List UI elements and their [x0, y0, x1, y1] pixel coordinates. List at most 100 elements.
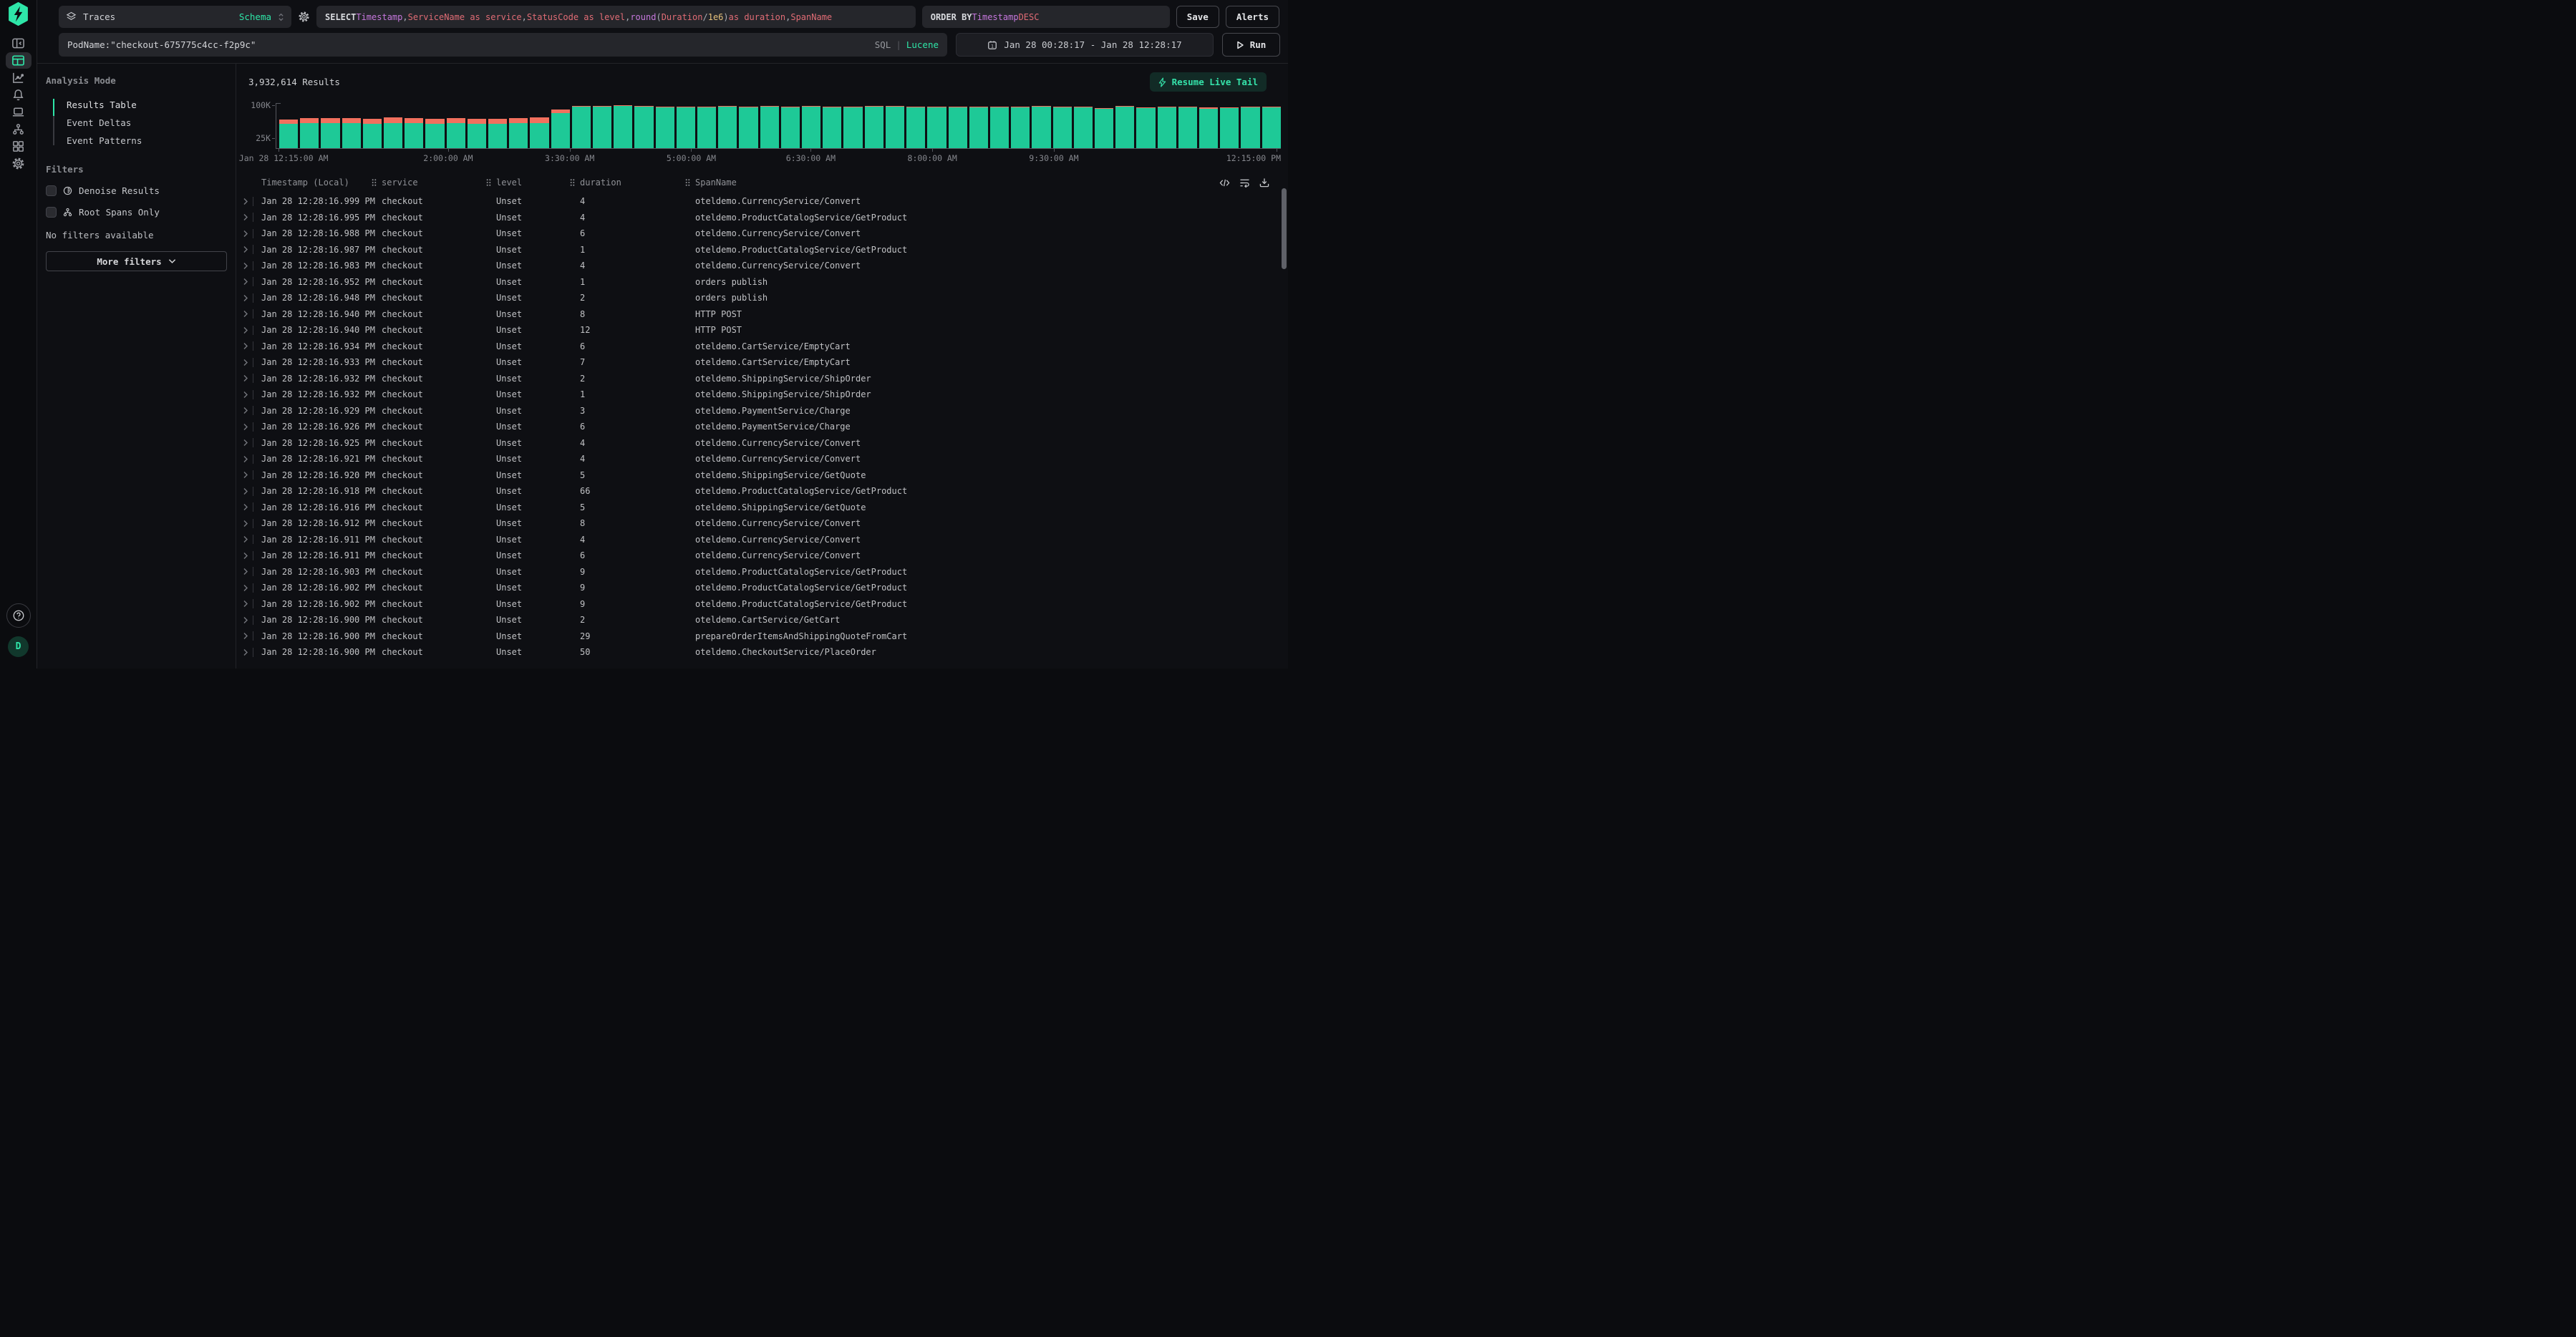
schema-link[interactable]: Schema	[239, 11, 271, 22]
expand-row-chevron-icon[interactable]	[243, 245, 248, 253]
histogram-bar[interactable]	[614, 105, 632, 148]
histogram-bar[interactable]	[279, 120, 298, 148]
table-row[interactable]: Jan 28 12:28:16.918 PM checkout Unset 66…	[236, 483, 1288, 500]
column-header-timestamp[interactable]: Timestamp (Local)	[261, 178, 382, 188]
column-header-duration[interactable]: duration	[580, 178, 695, 188]
histogram-bar[interactable]	[1199, 107, 1218, 148]
histogram-bar[interactable]	[593, 106, 611, 149]
expand-row-chevron-icon[interactable]	[243, 535, 248, 543]
expand-row-chevron-icon[interactable]	[243, 391, 248, 399]
root-spans-checkbox[interactable]	[46, 207, 57, 218]
resume-live-tail-button[interactable]: Resume Live Tail	[1150, 72, 1267, 92]
denoise-checkbox[interactable]	[46, 185, 57, 196]
drag-grip-icon[interactable]	[486, 179, 491, 187]
histogram-bar[interactable]	[488, 119, 507, 148]
histogram-bar[interactable]	[1136, 107, 1155, 148]
table-row[interactable]: Jan 28 12:28:16.900 PM checkout Unset 2 …	[236, 612, 1288, 628]
histogram-bar[interactable]	[551, 110, 570, 148]
expand-row-chevron-icon[interactable]	[243, 568, 248, 575]
histogram-bar[interactable]	[656, 107, 674, 148]
expand-row-chevron-icon[interactable]	[243, 342, 248, 350]
histogram-bar[interactable]	[468, 119, 486, 148]
histogram-bar[interactable]	[1011, 107, 1030, 148]
nav-dashboards-icon[interactable]	[6, 138, 32, 155]
histogram-bar[interactable]	[697, 107, 716, 148]
histogram-bar[interactable]	[1241, 107, 1259, 148]
analysis-mode-item[interactable]: Event Patterns	[53, 132, 227, 150]
nav-sessions-laptop-icon[interactable]	[6, 104, 32, 120]
denoise-results-checkbox-row[interactable]: Denoise Results	[46, 185, 227, 196]
source-settings-gear-icon[interactable]	[298, 11, 310, 23]
expand-row-chevron-icon[interactable]	[243, 374, 248, 382]
drag-grip-icon[interactable]	[685, 179, 690, 187]
table-row[interactable]: Jan 28 12:28:16.902 PM checkout Unset 9 …	[236, 580, 1288, 596]
view-source-code-icon[interactable]	[1219, 178, 1230, 188]
histogram-bar[interactable]	[718, 106, 737, 149]
histogram-bar[interactable]	[843, 107, 862, 148]
expand-row-chevron-icon[interactable]	[243, 326, 248, 334]
expand-row-chevron-icon[interactable]	[243, 213, 248, 221]
table-row[interactable]: Jan 28 12:28:16.911 PM checkout Unset 6 …	[236, 548, 1288, 564]
expand-row-chevron-icon[interactable]	[243, 552, 248, 560]
nav-settings-gear-icon[interactable]	[6, 155, 32, 172]
collapse-sidebar-icon[interactable]	[6, 35, 32, 52]
histogram-bar[interactable]	[1178, 107, 1197, 148]
histogram-bar[interactable]	[300, 118, 319, 148]
table-row[interactable]: Jan 28 12:28:16.987 PM checkout Unset 1 …	[236, 242, 1288, 258]
expand-row-chevron-icon[interactable]	[243, 294, 248, 302]
expand-row-chevron-icon[interactable]	[243, 487, 248, 495]
table-row[interactable]: Jan 28 12:28:16.916 PM checkout Unset 5 …	[236, 500, 1288, 516]
column-header-level[interactable]: level	[496, 178, 580, 188]
histogram-bar[interactable]	[781, 107, 800, 148]
histogram-bar[interactable]	[321, 118, 339, 148]
expand-row-chevron-icon[interactable]	[243, 230, 248, 238]
histogram-bar[interactable]	[572, 106, 591, 149]
more-filters-button[interactable]: More filters	[46, 251, 227, 271]
histogram-bar[interactable]	[1220, 107, 1239, 148]
histogram-bar[interactable]	[927, 107, 946, 148]
alerts-button[interactable]: Alerts	[1226, 6, 1279, 28]
table-row[interactable]: Jan 28 12:28:16.902 PM checkout Unset 9 …	[236, 596, 1288, 613]
table-row[interactable]: Jan 28 12:28:16.903 PM checkout Unset 9 …	[236, 564, 1288, 580]
histogram-bar[interactable]	[1262, 107, 1281, 148]
expand-row-chevron-icon[interactable]	[243, 600, 248, 608]
expand-row-chevron-icon[interactable]	[243, 423, 248, 431]
table-row[interactable]: Jan 28 12:28:16.929 PM checkout Unset 3 …	[236, 403, 1288, 419]
language-option-sql[interactable]: SQL	[875, 39, 891, 50]
table-row[interactable]: Jan 28 12:28:16.999 PM checkout Unset 4 …	[236, 193, 1288, 210]
user-avatar[interactable]: D	[8, 636, 29, 657]
expand-row-chevron-icon[interactable]	[243, 310, 248, 318]
column-header-spanname[interactable]: SpanName	[695, 178, 1288, 188]
histogram-bar[interactable]	[363, 119, 382, 148]
nav-chart-explorer-icon[interactable]	[6, 69, 32, 86]
table-row[interactable]: Jan 28 12:28:16.983 PM checkout Unset 4 …	[236, 258, 1288, 274]
analysis-mode-item[interactable]: Event Deltas	[53, 114, 227, 132]
vertical-scrollbar-thumb[interactable]	[1282, 188, 1287, 269]
nav-search-results-icon[interactable]	[6, 52, 32, 69]
column-header-service[interactable]: service	[382, 178, 496, 188]
table-row[interactable]: Jan 28 12:28:16.920 PM checkout Unset 5 …	[236, 467, 1288, 484]
table-row[interactable]: Jan 28 12:28:16.921 PM checkout Unset 4 …	[236, 451, 1288, 467]
table-row[interactable]: Jan 28 12:28:16.926 PM checkout Unset 6 …	[236, 419, 1288, 435]
select-clause-input[interactable]: SELECT Timestamp, ServiceName as service…	[316, 6, 916, 28]
root-spans-checkbox-row[interactable]: Root Spans Only	[46, 207, 227, 218]
source-select[interactable]: Traces Schema	[59, 6, 291, 28]
table-row[interactable]: Jan 28 12:28:16.912 PM checkout Unset 8 …	[236, 515, 1288, 532]
table-row[interactable]: Jan 28 12:28:16.948 PM checkout Unset 2 …	[236, 290, 1288, 306]
histogram-bar[interactable]	[1053, 107, 1072, 148]
download-icon[interactable]	[1259, 178, 1269, 188]
expand-row-chevron-icon[interactable]	[243, 455, 248, 463]
hyperdx-logo-icon[interactable]	[7, 2, 29, 26]
drag-grip-icon[interactable]	[372, 179, 377, 187]
histogram-bar[interactable]	[823, 107, 841, 148]
histogram-bar[interactable]	[802, 106, 820, 149]
save-button[interactable]: Save	[1176, 6, 1219, 28]
histogram-bar[interactable]	[760, 106, 779, 148]
histogram-bar[interactable]	[384, 117, 402, 148]
histogram-bar[interactable]	[990, 107, 1009, 148]
expand-row-chevron-icon[interactable]	[243, 632, 248, 640]
histogram-bar[interactable]	[634, 106, 653, 148]
histogram-bar[interactable]	[1095, 108, 1113, 148]
table-row[interactable]: Jan 28 12:28:16.933 PM checkout Unset 7 …	[236, 354, 1288, 371]
histogram-bar[interactable]	[342, 118, 361, 148]
